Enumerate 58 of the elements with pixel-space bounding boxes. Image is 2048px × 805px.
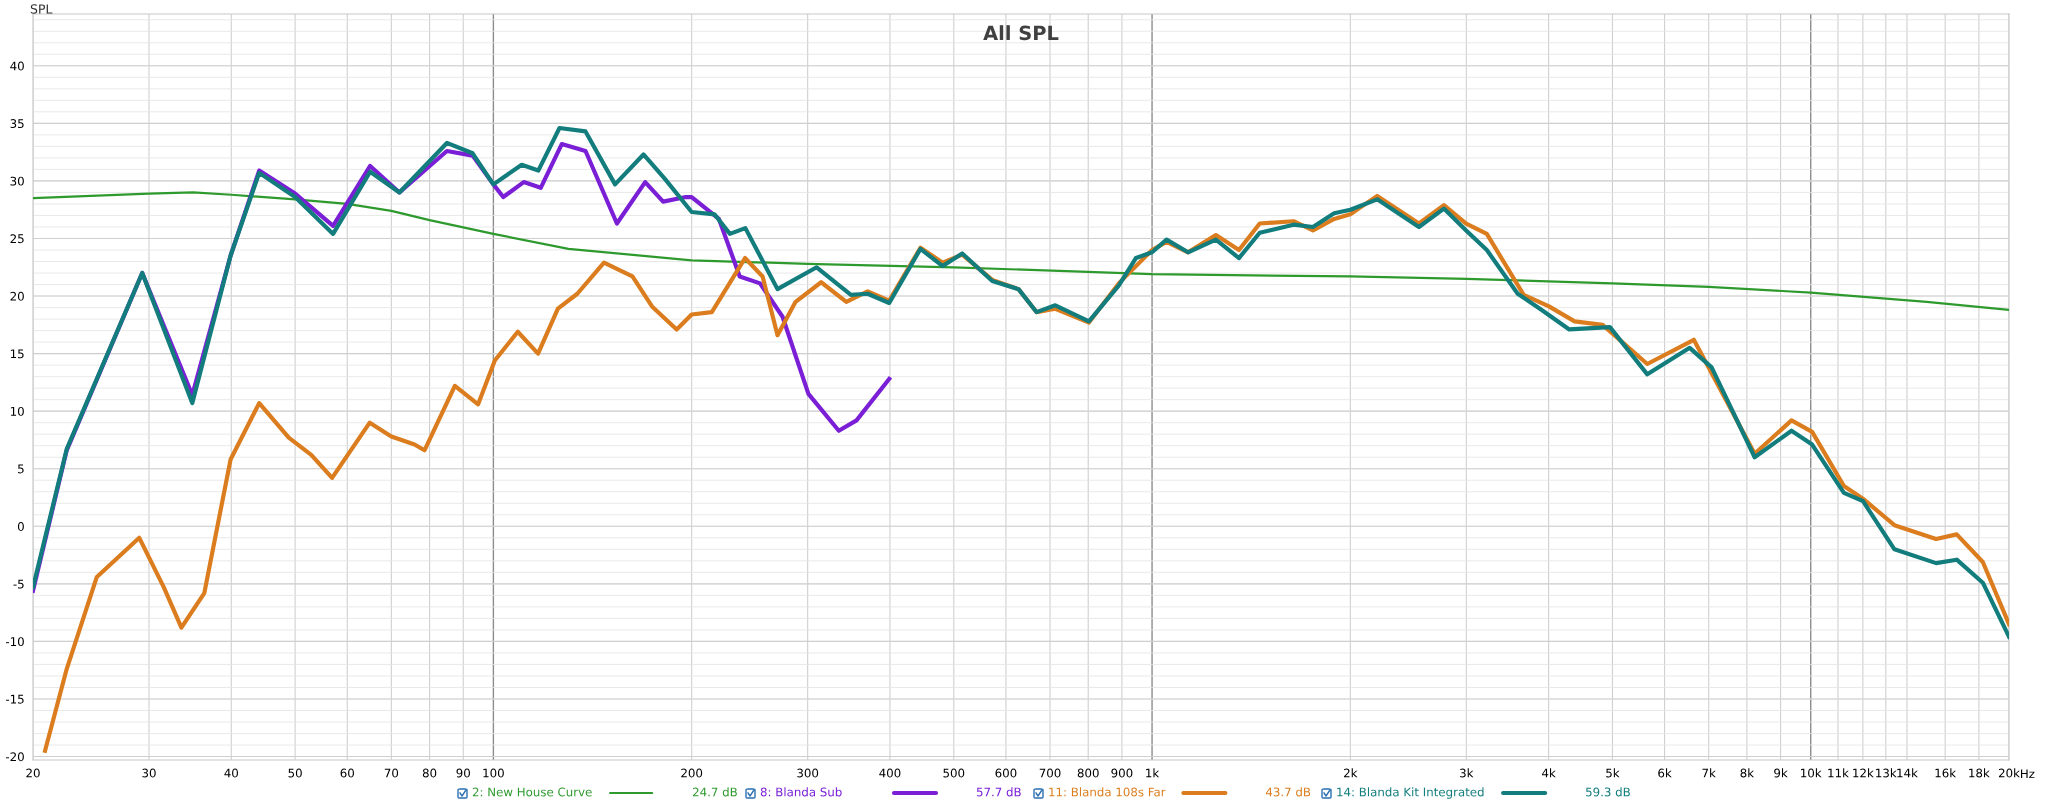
x-tick-label: 70 [384,768,399,778]
x-axis-title: Hz [2021,769,2035,779]
x-tick-label: 16k [1935,768,1957,778]
x-tick-label: 100 [483,768,504,778]
x-tick-label: 11k [1828,768,1849,778]
x-tick-label: 700 [1039,768,1061,778]
text: 24.7 dB [692,787,737,797]
x-tick-label: 90 [456,768,470,778]
text: 2: New House Curve [472,787,592,797]
x-tick-label: 12k [1853,768,1874,778]
x-tick-label: 18k [1969,768,1990,778]
y-tick-label: 25 [10,234,24,244]
text: 59.3 dB [1586,787,1630,797]
x-tick-label: 10k [1801,768,1822,778]
x-tick-label: 50 [288,768,302,778]
y-tick-label: 15 [10,349,24,359]
x-tick-label: 14k [1897,768,1918,778]
x-tick-label: 300 [797,768,819,778]
x-tick-label: 200 [681,768,703,778]
x-tick-label: 3k [1460,768,1474,778]
y-tick-label: -10 [5,637,24,647]
y-tick-label: -20 [5,752,24,762]
y-tick-label: -5 [13,579,24,589]
x-tick-label: 4k [1542,768,1556,778]
y-tick-label: 40 [10,61,24,71]
x-tick-label: 7k [1702,768,1716,778]
x-tick-label: 60 [340,768,354,778]
x-tick-label: 30 [142,768,156,778]
y-tick-label: -15 [5,694,24,704]
y-tick-label: 5 [18,464,24,474]
x-tick-label: 40 [224,768,239,778]
x-tick-label: 13k [1876,768,1897,778]
x-tick-label: 2k [1344,768,1358,778]
x-tick-label: 6k [1658,768,1672,778]
x-tick-label: 20 [26,768,40,778]
y-tick-label: 35 [10,119,24,129]
text: 57.7 dB [976,787,1021,797]
text: 43.7 dB [1265,787,1311,797]
text: 8: Blanda Sub [760,787,842,797]
x-tick-label: 1k [1146,768,1160,778]
x-tick-label: 400 [879,768,901,778]
y-tick-label: 10 [10,406,24,416]
x-tick-label: 600 [995,768,1017,778]
x-tick-label: 8k [1740,768,1755,778]
x-tick-label: 500 [943,768,965,778]
x-tick-label: 900 [1111,768,1133,778]
y-tick-label: 30 [10,176,24,186]
x-tick-label: 80 [422,768,437,778]
x-tick-label: 20k [1998,768,2020,778]
x-tick-label: 9k [1774,768,1788,778]
x-tick-label: 5k [1606,768,1620,778]
text: 14: Blanda Kit Integrated [1337,787,1484,799]
y-tick-label: 0 [17,522,24,531]
text: 11: Blanda 108s Far [1049,787,1166,797]
y-tick-label: 20 [10,291,24,301]
y-axis-title: SPL [30,4,53,14]
x-tick-label: 800 [1077,768,1099,778]
chart-title: All SPL [983,25,1059,41]
